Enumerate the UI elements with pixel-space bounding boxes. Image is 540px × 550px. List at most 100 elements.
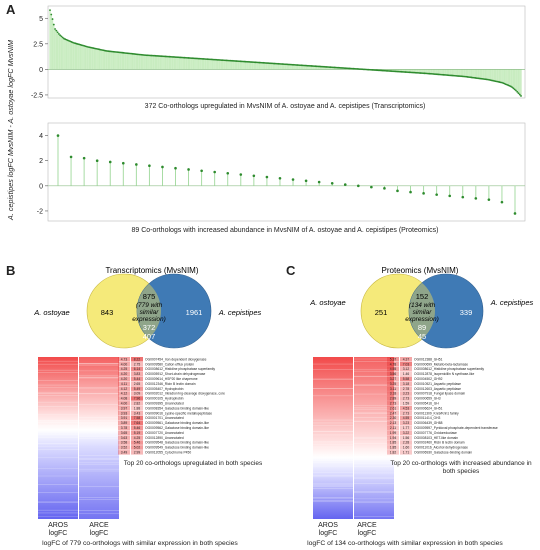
data-point — [422, 192, 425, 195]
data-point — [304, 179, 308, 183]
table-value-aros: 4.25 — [121, 367, 128, 371]
table-cell-arce — [131, 410, 143, 416]
table-value-aros: 3.89 — [121, 421, 128, 425]
panel-label-c: C — [286, 263, 296, 278]
table-value-aros: 3.65 — [121, 431, 128, 435]
y-tick-label: 0 — [39, 183, 43, 190]
table-value-aros: 2.13 — [390, 421, 397, 425]
heatmap-b-col-1-label: AROS — [48, 522, 68, 529]
table-gene-label: OG0005912_Short-chain dehydrogenase — [145, 372, 205, 376]
table-cell-arce — [400, 420, 412, 426]
venn-b-overlap-down: 407 — [143, 332, 156, 341]
table-value-arce: 1.46 — [403, 372, 410, 376]
proteomics-caption: 89 Co-orthologs with increased abundance… — [131, 227, 439, 234]
table-gene-label: OG0007918_Fungal lipase domain — [414, 392, 465, 396]
plot-frame — [47, 5, 526, 99]
table-cell-aros — [387, 425, 399, 431]
y-axis-label: A. cepistipes logFC MvsNIM - A. ostoyae … — [6, 40, 15, 221]
data-point — [56, 134, 60, 137]
data-point — [474, 197, 478, 200]
table-cell-aros — [387, 361, 399, 367]
table-gene-label: OG0012055_Cytochrome P450 — [145, 451, 191, 455]
venn-b-overlap-count: 875 — [143, 292, 156, 301]
table-value-aros: 3.56 — [390, 372, 397, 376]
table-value-aros: 3.52 — [121, 446, 128, 450]
table-gene-label: OG0000659_GH3 — [414, 397, 441, 401]
data-point — [511, 86, 514, 89]
table-gene-label: OG0009548_Galactose binding domain-like — [145, 441, 209, 445]
heatmap-col-arce — [79, 357, 119, 519]
data-point — [174, 166, 177, 170]
table-value-arce: 4.25 — [134, 436, 141, 440]
heatmap-b-col-1-sub: logFC — [48, 530, 68, 537]
heatmap-col-aros — [38, 357, 78, 519]
table-cell-arce — [131, 406, 143, 411]
venn-b-title: Transcriptomics (MvsNIM) — [105, 266, 198, 275]
table-cell-aros — [387, 440, 399, 445]
table-cell-arce — [400, 406, 412, 411]
table-value-aros: 4.11 — [121, 382, 127, 386]
table-cell-aros — [118, 371, 130, 377]
data-point — [213, 170, 216, 174]
y-tick-label: 0 — [39, 67, 43, 74]
table-value-arce: 2.78 — [403, 387, 410, 391]
table-value-aros: 2.61 — [390, 406, 397, 410]
data-point — [252, 174, 256, 178]
venn-c-overlap-note-1: (134 with — [409, 302, 436, 309]
table-value-arce: 5.19 — [134, 431, 141, 435]
table-value-arce: 3.83 — [134, 372, 141, 376]
heatmap-c-col-2: ARCE logFC — [347, 522, 387, 538]
y-tick-label: 4 — [39, 133, 43, 140]
table-cell-aros — [387, 376, 399, 382]
venn-b-overlap-note-3: expression) — [132, 316, 166, 323]
top20-b-caption: Top 20 co-orthologs upregulated in both … — [123, 460, 263, 467]
table-value-arce: 5.58 — [403, 377, 410, 381]
table-gene-label: OG0011016_Alcohol dehydrogenase — [414, 446, 468, 450]
venn-c-overlap-up: 89 — [418, 323, 426, 332]
table-value-arce: 5.44 — [134, 377, 141, 381]
transcriptomics-difference-chart: 5 2.5 0 -2.5 — [31, 5, 526, 99]
heatmap-c-col-1-sub: logFC — [318, 530, 338, 537]
table-cell-arce — [400, 391, 412, 396]
table-value-arce: 5.02 — [134, 446, 141, 450]
table-cell-aros — [118, 430, 130, 435]
table-cell-arce — [400, 440, 412, 445]
table-cell-arce — [131, 391, 143, 396]
table-cell-arce — [400, 445, 412, 450]
table-cell-aros — [118, 396, 130, 401]
table-value-arce: 4.55 — [403, 416, 410, 420]
table-cell-aros — [387, 450, 399, 455]
table-value-aros: 3.11 — [390, 387, 396, 391]
table-cell-arce — [131, 396, 143, 401]
table-gene-label: OG0009395_Unannotated — [145, 402, 184, 406]
table-value-arce: 2.73 — [403, 397, 410, 401]
table-value-arce: 3.12 — [403, 367, 410, 371]
table-value-aros: 3.63 — [121, 436, 128, 440]
table-cell-arce — [131, 440, 143, 445]
heatmap-b-caption: logFC of 779 co-orthologs with similar e… — [42, 540, 238, 547]
table-cell-aros — [118, 386, 130, 391]
table-cell-arce — [400, 357, 412, 362]
data-point — [396, 189, 399, 193]
table-value-aros: 4.12 — [121, 392, 128, 396]
table-value-arce: 7.03 — [403, 362, 410, 366]
table-gene-label: OG0007454_Iron dependent dioxygenase — [145, 357, 207, 361]
table-gene-label: OG0008354_Galactose binding domain-like — [145, 406, 209, 410]
data-point — [317, 180, 321, 184]
table-gene-label: OG0002460_Ricin B lectin domain — [414, 441, 465, 445]
heatmap-proteomics — [313, 357, 394, 519]
heatmap-b-col-1: AROS logFC — [38, 522, 78, 538]
table-gene-label: OG0006930_Galactose-binding domain — [414, 451, 472, 455]
table-cell-arce — [131, 357, 143, 362]
table-cell-aros — [387, 357, 399, 362]
table-cell-aros — [387, 386, 399, 391]
table-value-aros: 3.91 — [121, 416, 128, 420]
table-gene-label: OG0012346_Ricin B lectin domain — [145, 382, 196, 386]
table-value-arce: 2.75 — [134, 362, 141, 366]
table-value-aros: 3.97 — [121, 406, 128, 410]
heatmap-b-col-2-sub: logFC — [89, 530, 109, 537]
table-value-aros: 4.12 — [121, 387, 128, 391]
table-gene-label: OG0009580_Cation efflux protein — [145, 362, 194, 366]
data-point — [61, 36, 64, 39]
table-cell-arce — [131, 425, 143, 431]
